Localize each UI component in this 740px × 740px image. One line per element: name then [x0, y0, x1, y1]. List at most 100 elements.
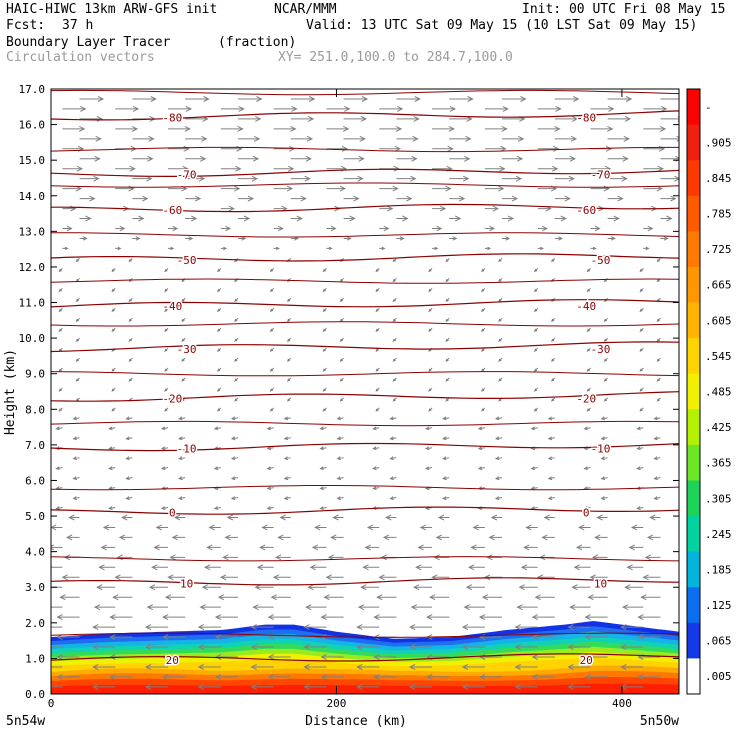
vector-arrow	[477, 466, 485, 471]
vector-arrow	[424, 426, 433, 431]
vector-arrow	[185, 155, 207, 162]
vector-arrow	[432, 105, 457, 112]
vector-arrow	[445, 317, 450, 322]
vector-arrow	[62, 225, 73, 232]
vector-arrow	[392, 297, 397, 303]
vector-arrow	[488, 534, 503, 541]
vector-arrow	[531, 673, 555, 680]
vector-arrow	[151, 564, 169, 571]
vector-arrow	[481, 327, 486, 332]
vector-arrow	[98, 564, 116, 571]
vector-arrow	[269, 307, 275, 313]
vector-arrow	[428, 307, 433, 313]
vector-arrow	[217, 347, 222, 352]
vector-arrow	[283, 416, 291, 421]
vector-arrow	[283, 456, 291, 461]
vector-arrow	[121, 514, 133, 521]
vector-arrow	[213, 466, 221, 471]
vector-arrow	[603, 377, 608, 382]
vector-arrow	[75, 397, 80, 402]
contour-label: 20	[580, 654, 593, 667]
vector-arrow	[502, 175, 523, 182]
vector-arrow	[168, 125, 191, 132]
vector-arrow	[164, 347, 169, 352]
vector-arrow	[537, 246, 544, 251]
vector-arrow	[620, 664, 644, 670]
vector-arrow	[273, 165, 295, 172]
vector-arrow	[449, 155, 471, 162]
vector-arrow	[428, 387, 433, 392]
vector-arrow	[494, 476, 503, 481]
vector-arrow	[79, 96, 105, 102]
fcst-label: Fcst:	[6, 18, 46, 33]
vector-arrow	[160, 506, 169, 510]
vector-arrow	[660, 96, 679, 102]
vector-arrow	[396, 236, 405, 241]
vector-arrow	[603, 397, 608, 402]
vector-arrow	[250, 644, 274, 650]
vector-arrow	[498, 377, 503, 382]
vector-arrow	[269, 268, 275, 273]
vector-arrow	[389, 456, 397, 461]
vector-arrow	[392, 258, 397, 263]
vector-arrow	[213, 426, 221, 431]
vector-arrow	[590, 165, 612, 172]
colorbar-label: .845	[705, 172, 732, 185]
vector-arrow	[68, 514, 80, 521]
vector-arrow	[319, 506, 327, 510]
vector-arrow	[366, 524, 380, 531]
vector-arrow	[484, 205, 499, 212]
contour-line: -20 -20	[51, 371, 679, 407]
vector-arrow	[586, 407, 591, 412]
colorbar-label: .245	[705, 528, 732, 541]
vector-arrow	[201, 584, 221, 591]
contour-label: 20	[166, 654, 179, 667]
vector-arrow	[303, 664, 327, 670]
vector-arrow	[128, 297, 133, 303]
vector-arrow	[185, 96, 210, 102]
vector-arrow	[428, 594, 450, 601]
vector-arrow	[626, 564, 644, 571]
contour-label: -30	[591, 343, 611, 356]
vector-arrow	[533, 407, 539, 412]
vector-arrow	[660, 195, 677, 202]
vector-arrow	[603, 258, 608, 263]
vector-arrow	[322, 268, 327, 273]
vector-arrow	[322, 307, 327, 313]
vector-arrow	[269, 367, 275, 372]
vector-arrow	[75, 317, 80, 322]
vector-arrow	[269, 407, 275, 412]
vector-arrow	[153, 544, 169, 551]
vector-arrow	[266, 466, 274, 471]
vector-arrow	[111, 268, 116, 273]
vector-arrow	[424, 446, 433, 451]
vector-arrow	[237, 115, 262, 122]
vector-arrow	[162, 634, 186, 641]
vector-arrow	[477, 426, 485, 431]
vector-arrow	[525, 524, 538, 531]
vector-arrow	[389, 436, 397, 441]
colorbar-swatch	[687, 516, 700, 553]
vector-arrow	[554, 115, 579, 122]
contour-line-minor	[51, 321, 679, 327]
vector-arrow	[530, 426, 538, 431]
vector-arrow	[607, 175, 628, 182]
vector-arrow	[343, 175, 364, 182]
vector-arrow	[554, 236, 564, 241]
tracer-band	[51, 683, 679, 694]
vector-arrow	[168, 145, 190, 152]
vector-arrow	[375, 367, 380, 372]
vector-arrow	[379, 105, 404, 112]
vector-arrow	[55, 426, 63, 431]
vector-arrow	[490, 514, 503, 521]
vector-arrow	[643, 165, 664, 172]
colorbar-label: .605	[705, 314, 732, 327]
vector-arrow	[290, 135, 314, 142]
vector-arrow	[217, 327, 222, 332]
vector-arrow	[273, 125, 297, 132]
vector-arrow	[373, 673, 397, 680]
vector-arrow	[290, 175, 311, 182]
vector-arrow	[498, 297, 503, 303]
vector-arrow	[62, 246, 69, 251]
vector-arrow	[533, 287, 539, 293]
